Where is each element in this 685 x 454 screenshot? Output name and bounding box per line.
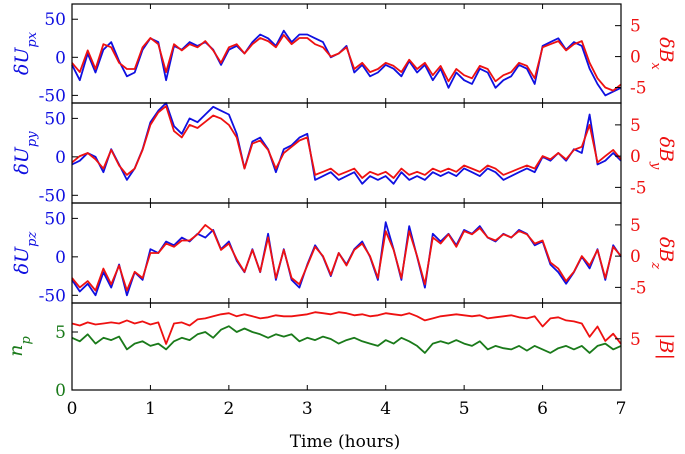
right-tick-label: 0 (630, 147, 641, 167)
left-tick-label: -50 (39, 86, 66, 106)
left-tick-label: 50 (44, 209, 66, 229)
x-tick-label: 7 (616, 399, 627, 419)
left-tick-label: 0 (55, 381, 66, 401)
left-tick-label: 5 (55, 323, 66, 343)
panel-frame (71, 3, 622, 104)
x-tick-label: 5 (459, 399, 470, 419)
right-tick-label: -5 (630, 79, 647, 99)
right-axis-label: |B| (655, 333, 677, 360)
x-axis-ticks: 0 1 2 3 4 5 6 7 (67, 399, 627, 419)
series-line-3-1 (71, 221, 622, 297)
left-tick-label: 0 (55, 248, 66, 268)
left-tick-label: 0 (55, 48, 66, 68)
right-tick-label: 5 (630, 330, 641, 350)
x-tick-label: 3 (302, 399, 313, 419)
right-tick-label: 5 (630, 116, 641, 136)
right-tick-label: 0 (630, 48, 641, 68)
right-axis-label: δBx (649, 37, 678, 70)
x-tick-label: 4 (380, 399, 391, 419)
left-axis-label: δUpz (11, 232, 40, 275)
series-line-2-1 (71, 102, 622, 185)
right-axis-label: δBz (649, 237, 678, 269)
series-line-4-2 (71, 311, 622, 345)
left-tick-label: 50 (44, 10, 66, 30)
x-tick-label: 2 (223, 399, 234, 419)
right-axis-label: δBy (649, 137, 678, 170)
panel-4: 5 0 5 np |B| (5, 302, 677, 401)
left-tick-label: 0 (55, 148, 66, 168)
series-line-4-1 (71, 325, 622, 354)
left-tick-label: -50 (39, 186, 66, 206)
x-tick-label: 6 (537, 399, 548, 419)
right-tick-label: -5 (630, 278, 647, 298)
left-tick-label: 50 (44, 109, 66, 129)
series-line-2-2 (71, 105, 622, 179)
left-tick-label: -50 (39, 286, 66, 306)
left-axis-label: np (5, 336, 34, 357)
right-tick-label: 5 (630, 17, 641, 37)
right-tick-label: 5 (630, 216, 641, 236)
panel-frame (71, 302, 622, 391)
x-axis-label: Time (hours) (290, 432, 401, 452)
series-line-1-1 (71, 29, 622, 97)
right-tick-label: 0 (630, 247, 641, 267)
series-line-3-2 (71, 223, 622, 292)
left-axis-label: δUpx (11, 31, 40, 75)
series-line-1-2 (71, 34, 622, 92)
right-tick-label: -5 (630, 178, 647, 198)
x-tick-label: 0 (67, 399, 78, 419)
left-axis-label: δUpy (11, 131, 40, 175)
x-tick-label: 1 (145, 399, 156, 419)
